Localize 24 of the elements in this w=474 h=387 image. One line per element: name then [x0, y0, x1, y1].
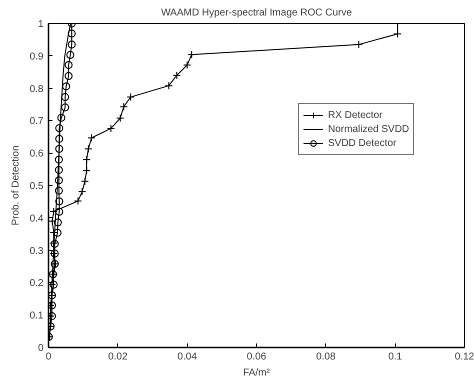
x-tick-label: 0	[46, 352, 52, 362]
legend-label: Normalized SVDD	[328, 122, 410, 136]
x-tick-label: 0.1	[388, 352, 403, 362]
x-tick-label: 0.02	[108, 352, 128, 362]
y-tick-label: 0.7	[30, 116, 44, 128]
y-tick-label: 0	[38, 343, 44, 354]
y-tick-label: 0.6	[30, 148, 44, 160]
y-tick-label: 0.1	[30, 310, 44, 322]
x-tick-label: 0.04	[177, 352, 198, 362]
y-tick-label: 0.4	[30, 213, 44, 224]
y-tick-label: 1	[38, 19, 44, 30]
x-tick-label: 0.12	[454, 352, 474, 362]
legend-label: RX Detector	[328, 108, 382, 122]
x-axis-title: FA/m²	[243, 368, 270, 378]
y-tick-label: 0.9	[30, 51, 44, 62]
chart-title: WAAMD Hyper-spectral Image ROC Curve	[161, 8, 352, 18]
y-tick-label: 0.8	[30, 84, 44, 95]
y-tick-label: 0.2	[30, 278, 44, 290]
x-tick-label: 0.08	[316, 352, 336, 362]
y-axis-title: Prob. of Detection	[10, 145, 22, 226]
y-tick-label: 0.3	[30, 246, 44, 257]
legend-label: SVDD Detector	[328, 136, 396, 150]
x-tick-label: 0.06	[246, 352, 267, 362]
y-tick-label: 0.5	[30, 181, 44, 192]
